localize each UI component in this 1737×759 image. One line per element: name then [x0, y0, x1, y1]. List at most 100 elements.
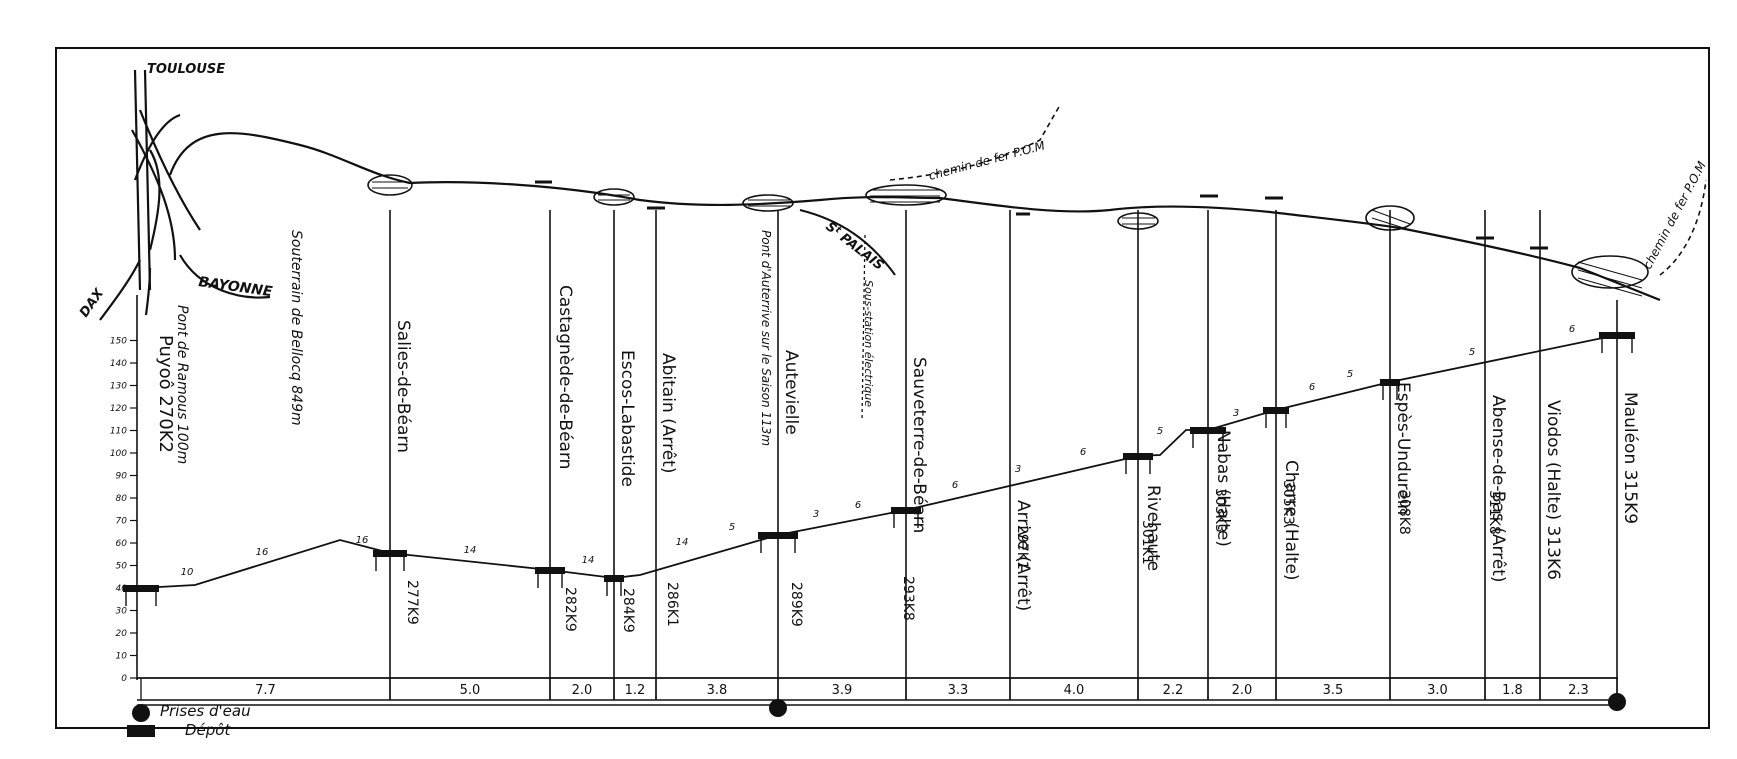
gradient-label: 3 — [813, 509, 819, 520]
station-name: Arrive (Arrêt) — [1013, 500, 1033, 611]
station-km: 311K8 — [1486, 490, 1502, 535]
pom-branch-2 — [1659, 179, 1707, 276]
station-km: 293K8 — [900, 576, 916, 621]
gradient-label: 10 — [181, 567, 194, 578]
station-platform — [758, 532, 798, 539]
pom-branch-1 — [889, 104, 1061, 181]
gradient-label: 14 — [464, 545, 477, 556]
station-name: Autevielle — [781, 350, 801, 435]
station-loops — [367, 174, 1649, 289]
station-km: 297K1 — [1014, 525, 1030, 570]
gradient-label: 5 — [1347, 369, 1353, 380]
distance-value: 4.0 — [1064, 683, 1085, 698]
gradient-label: 3 — [1015, 464, 1021, 475]
station-platform — [1190, 427, 1226, 434]
label-bayonne: BAYONNE — [197, 274, 273, 300]
altitude-tick-label: 60 — [116, 539, 128, 549]
station-name: Charre (Halte) — [1281, 460, 1301, 581]
gradient-profile-line — [140, 334, 1618, 589]
distance-value: 3.9 — [832, 683, 853, 698]
altitude-tick-label: 100 — [110, 449, 127, 459]
altitude-tick-label: 110 — [110, 427, 127, 437]
altitude-tick-label: 140 — [110, 359, 127, 369]
track-plan — [99, 69, 1661, 321]
station-name: Espès-Undurein — [1393, 382, 1413, 515]
station-km: 289K9 — [788, 582, 804, 627]
altitude-tick-label: 20 — [116, 629, 128, 639]
station-km: 282K9 — [562, 587, 578, 632]
gradient-label: 5 — [729, 522, 735, 533]
label-depot: Dépôt — [185, 721, 231, 739]
station-km: 286K1 — [664, 582, 680, 627]
altitude-tick-label: 90 — [116, 472, 128, 482]
gradient-label: 14 — [676, 537, 689, 548]
label-pom-1: chemin de fer P.O.M — [927, 138, 1047, 183]
water-point-autevielle — [769, 699, 787, 717]
label-toulouse: TOULOUSE — [147, 62, 225, 77]
label-water-intake: Prises d'eau — [160, 702, 251, 720]
altitude-ticks: 0 10 20 30 40 50 60 70 80 90 100 110 120 130 140 150 — [110, 337, 137, 684]
distance-value: 2.0 — [1232, 683, 1253, 698]
gradient-label: 6 — [1309, 382, 1315, 393]
station-name: Castagnède-de-Béarn — [555, 285, 575, 469]
dax-branch — [99, 259, 141, 321]
station-platform — [604, 575, 624, 582]
distance-value: 3.5 — [1323, 683, 1344, 698]
distance-value: 2.2 — [1163, 683, 1184, 698]
station-platform — [891, 507, 921, 514]
gradient-label: 14 — [582, 555, 595, 566]
gradient-label: 6 — [952, 480, 958, 491]
station-name: Abense-de-Bas (Arrêt) — [1488, 395, 1508, 583]
note-ramous: Pont de Ramous 100m — [174, 305, 190, 464]
distance-value: 1.2 — [625, 683, 646, 698]
hatching — [372, 181, 1643, 297]
distance-value: 2.0 — [572, 683, 593, 698]
station-name: Mauléon 315K9 — [1620, 392, 1640, 524]
distance-value: 5.0 — [460, 683, 481, 698]
station-km: 301K1 — [1139, 520, 1155, 565]
station-km: 305K3 — [1280, 480, 1296, 525]
note-bellocq: Souterrain de Bellocq 849m — [288, 230, 304, 426]
altitude-tick-label: 50 — [116, 562, 128, 572]
station-km: 284K9 — [620, 588, 636, 633]
water-point-mauleon — [1608, 693, 1626, 711]
gradient-label: 16 — [356, 535, 369, 546]
gradient-label: 5 — [1157, 426, 1163, 437]
altitude-tick-label: 130 — [110, 382, 127, 392]
distance-value: 2.3 — [1568, 683, 1589, 698]
distance-value: 3.8 — [707, 683, 728, 698]
station-platform — [1123, 453, 1153, 460]
station-km: 308K8 — [1396, 490, 1412, 535]
station-platform — [1380, 379, 1400, 386]
distance-value: 7.7 — [255, 683, 276, 698]
station-km: 277K9 — [404, 580, 420, 625]
gradient-label: 6 — [1080, 447, 1086, 458]
main-line — [168, 132, 1661, 302]
altitude-tick-label: 120 — [110, 404, 127, 414]
gradient-label: 5 — [1469, 347, 1475, 358]
gradient-label: 3 — [1233, 408, 1239, 419]
distance-value: 1.8 — [1502, 683, 1523, 698]
station-name: Sauveterre-de-Béarn — [909, 357, 929, 533]
gradient-label: 6 — [1569, 324, 1575, 335]
station-name: Abitain (Arrêt) — [658, 353, 678, 473]
depot-symbol — [127, 725, 155, 737]
station-name: Nabas (Halte) — [1213, 430, 1233, 547]
altitude-tick-label: 0 — [121, 674, 127, 684]
station-platform — [1599, 332, 1635, 339]
distance-value: 3.0 — [1427, 683, 1448, 698]
distance-cells: 7.7 5.0 2.0 1.2 3.8 3.9 3.3 4.0 2.2 2.0 3.5 3.0 1.8 2… — [140, 678, 1618, 700]
bayonne-branch — [179, 254, 271, 299]
substation-lead — [861, 234, 866, 421]
station-name: Escos-Labastide — [617, 350, 637, 487]
altitude-tick-label: 150 — [110, 337, 127, 347]
halt-markers — [535, 180, 1548, 250]
station-platform — [1263, 407, 1289, 414]
st-palais-branch — [799, 209, 896, 276]
gradient-label: 6 — [855, 500, 861, 511]
gradient-labels: 10 16 16 14 14 14 5 3 6 6 3 6 5 3 6 5 5 6 — [181, 324, 1576, 578]
station-name: Puyoô 270K2 — [155, 335, 176, 453]
station-name: Salies-de-Béarn — [393, 320, 413, 453]
altitude-tick-label: 40 — [116, 584, 128, 594]
